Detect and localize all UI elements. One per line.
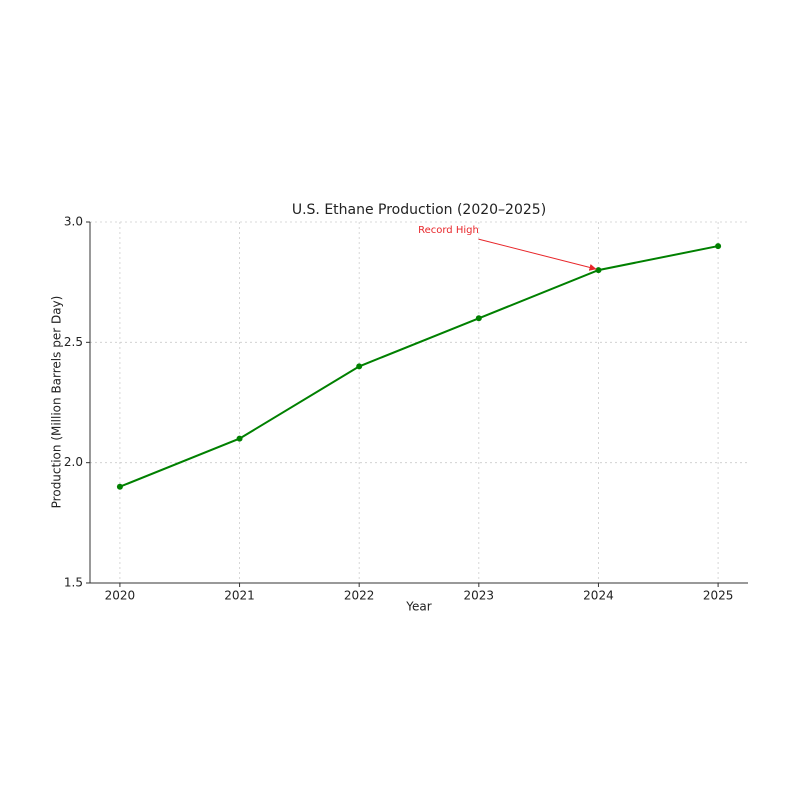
x-tick-label: 2020 (105, 589, 136, 603)
y-tick-label: 2.5 (64, 335, 83, 349)
annotation: Record High (418, 225, 479, 236)
y-tick-label: 2.0 (64, 455, 83, 469)
x-tick-label: 2024 (583, 589, 614, 603)
data-point (236, 435, 243, 442)
y-tick-label: 3.0 (64, 215, 83, 229)
y-axis-label: Production (Million Barrels per Day) (50, 296, 64, 509)
chart-title: U.S. Ethane Production (2020–2025) (292, 202, 546, 218)
x-axis-label: Year (405, 600, 431, 614)
data-point (475, 315, 482, 322)
x-tick-label: 2023 (464, 589, 495, 603)
x-tick-label: 2022 (344, 589, 375, 603)
x-tick-label: 2025 (703, 589, 734, 603)
data-point (116, 483, 123, 490)
series-line (119, 245, 719, 488)
x-tick-label: 2021 (224, 589, 255, 603)
data-point (715, 243, 722, 250)
y-tick-label: 1.5 (64, 576, 83, 590)
data-point (356, 363, 363, 370)
annotation-arrow (478, 238, 597, 271)
data-point (595, 267, 602, 274)
